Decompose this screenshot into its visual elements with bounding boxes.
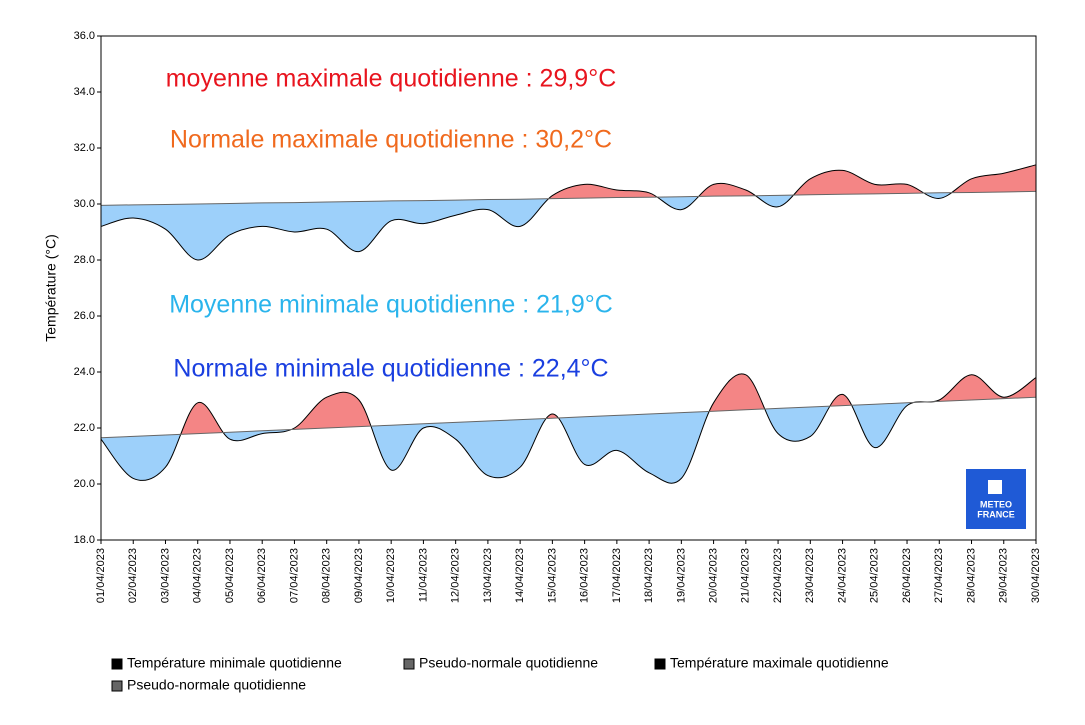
x-tick-label: 04/04/2023 <box>192 548 204 603</box>
temperature-line <box>100 373 1037 484</box>
legend-swatch <box>111 658 123 670</box>
x-tick-label: 12/04/2023 <box>450 548 462 603</box>
x-tick-label: 13/04/2023 <box>482 548 494 603</box>
legend-label: Pseudo-normale quotidienne <box>419 655 598 671</box>
legend-swatch <box>654 658 666 670</box>
above-normal-area <box>101 164 1036 206</box>
legend-label: Température minimale quotidienne <box>127 655 342 671</box>
x-tick-label: 25/04/2023 <box>869 548 881 603</box>
plot-frame <box>100 35 1037 541</box>
x-tick-label: 19/04/2023 <box>675 548 687 603</box>
x-tick-label: 27/04/2023 <box>933 548 945 603</box>
normal-line <box>100 396 1037 439</box>
x-tick-label: 20/04/2023 <box>707 548 719 603</box>
x-tick-label: 09/04/2023 <box>353 548 365 603</box>
x-tick-label: 18/04/2023 <box>643 548 655 603</box>
logo-text: METEO <box>980 499 1012 509</box>
annotation: moyenne maximale quotidienne : 29,9°C <box>166 65 617 93</box>
y-tick-label: 18.0 <box>74 534 95 546</box>
temperature-line <box>100 164 1037 261</box>
legend-swatch <box>111 680 123 692</box>
x-tick-label: 29/04/2023 <box>998 548 1010 603</box>
x-tick-label: 11/04/2023 <box>417 548 429 602</box>
x-tick-label: 05/04/2023 <box>224 548 236 603</box>
x-tick-label: 01/04/2023 <box>95 548 107 603</box>
x-tick-label: 15/04/2023 <box>546 548 558 603</box>
legend-swatch <box>403 658 415 670</box>
annotation: Moyenne minimale quotidienne : 21,9°C <box>169 291 613 319</box>
y-tick-label: 20.0 <box>74 478 95 490</box>
x-tick-label: 02/04/2023 <box>127 548 139 603</box>
x-tick-label: 26/04/2023 <box>901 548 913 603</box>
normal-line <box>100 190 1037 206</box>
x-tick-label: 10/04/2023 <box>385 548 397 603</box>
x-tick-label: 06/04/2023 <box>256 548 268 603</box>
y-tick-label: 22.0 <box>74 422 95 434</box>
x-tick-label: 30/04/2023 <box>1030 548 1042 603</box>
annotation: Normale maximale quotidienne : 30,2°C <box>170 126 612 154</box>
y-axis-label: Température (°C) <box>43 234 59 342</box>
x-tick-label: 23/04/2023 <box>804 548 816 603</box>
x-tick-label: 24/04/2023 <box>836 548 848 603</box>
y-tick-label: 34.0 <box>74 86 95 98</box>
y-tick-label: 30.0 <box>74 198 95 210</box>
x-tick-label: 16/04/2023 <box>579 548 591 603</box>
y-tick-label: 26.0 <box>74 310 95 322</box>
x-tick-label: 28/04/2023 <box>965 548 977 603</box>
x-tick-label: 22/04/2023 <box>772 548 784 603</box>
logo-text: FRANCE <box>977 509 1015 519</box>
y-tick-label: 24.0 <box>74 366 95 378</box>
y-tick-label: 28.0 <box>74 254 95 266</box>
y-tick-label: 36.0 <box>74 30 95 42</box>
x-tick-label: 03/04/2023 <box>159 548 171 603</box>
x-tick-label: 07/04/2023 <box>288 548 300 603</box>
plot-area <box>101 36 1036 540</box>
logo-box <box>966 469 1026 529</box>
logo-icon <box>988 480 1002 494</box>
legend-label: Température maximale quotidienne <box>670 655 889 671</box>
x-tick-label: 14/04/2023 <box>514 548 526 603</box>
x-tick-label: 17/04/2023 <box>611 548 623 603</box>
annotation: Normale minimale quotidienne : 22,4°C <box>173 355 608 383</box>
x-tick-label: 21/04/2023 <box>740 548 752 603</box>
y-tick-label: 32.0 <box>74 142 95 154</box>
legend-label: Pseudo-normale quotidienne <box>127 677 306 693</box>
x-tick-label: 08/04/2023 <box>321 548 333 603</box>
